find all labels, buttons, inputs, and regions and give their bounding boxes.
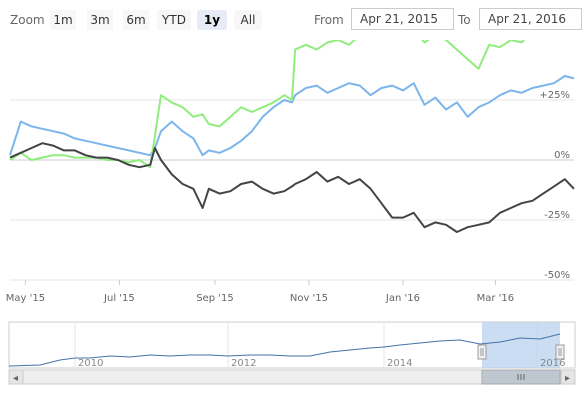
y-tick-label: 0% [554,150,570,161]
y-tick-label: -25% [544,210,570,221]
y-axis: +25% 0% -25% -50% [539,90,570,281]
x-tick-label: Nov '15 [290,293,328,304]
scrollbar-left-button[interactable] [8,369,24,385]
navigator-tick-label: 2016 [540,358,565,369]
x-tick-label: Mar '16 [477,293,515,304]
from-label: From [314,13,344,27]
zoom-3m-button[interactable]: 3m [87,10,113,30]
black-series-line [9,142,575,233]
to-label: To [458,13,471,27]
navigator-tick-label: 2010 [78,358,103,369]
to-date-input[interactable]: Apr 21, 2016 [479,8,582,30]
chevron-right-icon: ▸ [565,373,570,384]
scrollbar-right-button[interactable] [560,369,576,385]
scrollbar-grip-icon [517,374,525,380]
zoom-label: Zoom [10,13,45,27]
zoom-1m-button[interactable]: 1m [50,10,76,30]
chevron-left-icon: ◂ [13,373,18,384]
x-tick-label: Jul '15 [103,293,135,304]
blue-series-line [9,75,575,157]
navigator-selected-range[interactable] [482,322,560,368]
y-tick-label: -50% [544,270,570,281]
navigator-right-handle[interactable] [555,344,565,360]
main-chart: May '15 Jul '15 Sep '15 Nov '15 Jan '16 Mar '… [6,40,575,304]
navigator-tick-label: 2014 [387,358,412,369]
from-date-input[interactable]: Apr 21, 2015 [351,8,454,30]
navigator-tick-label: 2012 [231,358,256,369]
x-tick-label: Sep '15 [196,293,234,304]
navigator-left-handle[interactable] [477,344,487,360]
zoom-ytd-button[interactable]: YTD [157,10,191,30]
range-selector-toolbar: Zoom 1m 3m 6m YTD 1y All From Apr 21, 20… [0,0,584,40]
zoom-1y-button[interactable]: 1y [197,10,227,30]
y-tick-label: +25% [539,90,570,101]
series-layer [9,40,575,233]
grid-lines [10,99,574,281]
zoom-6m-button[interactable]: 6m [123,10,149,30]
navigator: 2010 2012 2014 2016 ◂ ▸ [8,321,576,385]
x-axis: May '15 Jul '15 Sep '15 Nov '15 Jan '16 Mar '… [6,280,514,304]
x-tick-label: Jan '16 [385,293,420,304]
x-tick-label: May '15 [6,293,45,304]
navigator-series-line [8,333,561,367]
green-series-line [9,40,526,169]
zoom-all-button[interactable]: All [234,10,262,30]
